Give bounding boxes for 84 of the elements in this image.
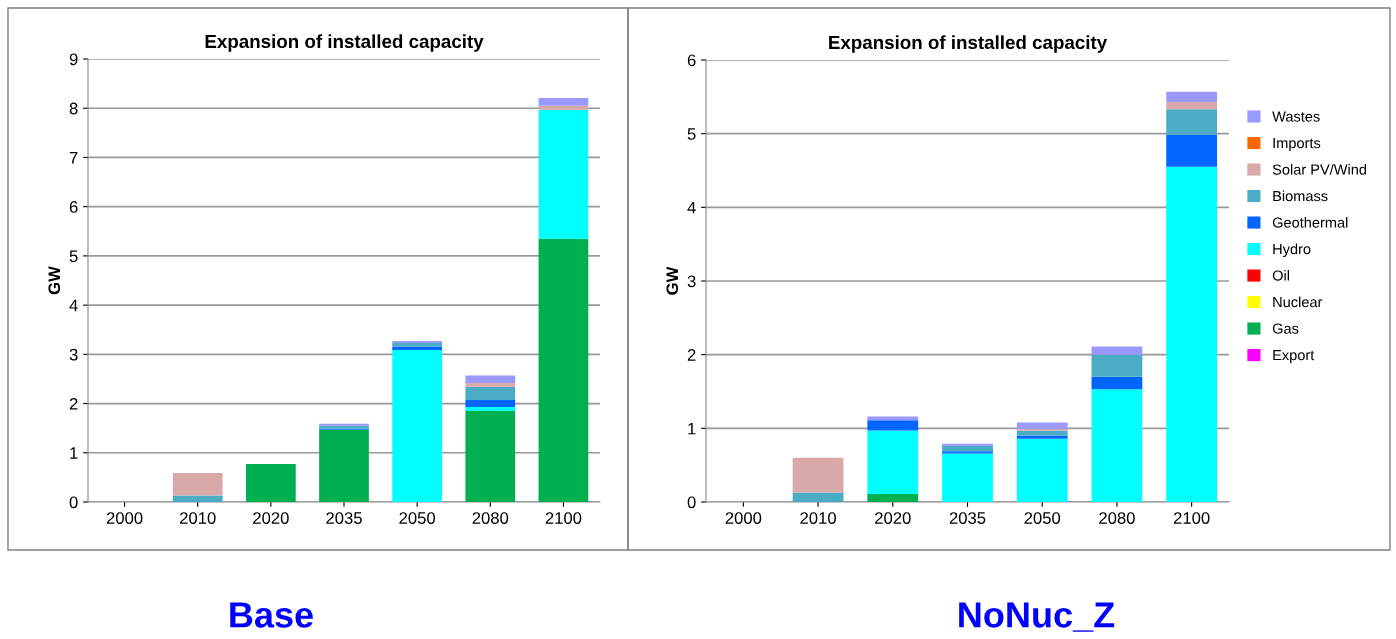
bar — [465, 410, 516, 502]
bar — [538, 97, 589, 106]
y-axis-title: GW — [48, 266, 61, 295]
bar — [1091, 376, 1143, 390]
y-tick-label: 6 — [69, 201, 78, 213]
legend-label: Biomass — [1273, 190, 1328, 202]
x-tick-label: 2035 — [326, 512, 362, 524]
bar — [867, 430, 919, 494]
bar — [1016, 422, 1068, 430]
bar — [1091, 389, 1143, 502]
x-tick-label: 2100 — [545, 512, 582, 524]
legend-label: Wastes — [1272, 111, 1320, 122]
y-tick-label: 0 — [687, 496, 696, 509]
text: NoNuc_Z — [959, 602, 1115, 632]
legend-label: Solar PV/Wind — [1272, 164, 1367, 175]
legend-label: Oil — [1272, 270, 1289, 281]
x-tick-label: 2100 — [1173, 512, 1210, 524]
y-tick-label: 1 — [688, 422, 696, 435]
x-tick-label: 2020 — [253, 512, 289, 524]
x-tick-label: 2080 — [472, 512, 509, 524]
y-tick-label: 3 — [69, 348, 78, 361]
bar — [1166, 91, 1218, 102]
legend-label: Hydro — [1273, 243, 1311, 258]
bar — [1016, 430, 1068, 436]
y-axis-title: GW — [666, 266, 679, 295]
chart-title: Expansion of installed capacity — [205, 34, 484, 52]
bar — [942, 443, 993, 447]
y-tick-label: 5 — [69, 250, 78, 263]
legend-label: Export — [1273, 350, 1315, 364]
legend-label: Geothermal — [1272, 217, 1348, 228]
bar — [1016, 438, 1068, 502]
bar — [465, 386, 516, 401]
bar — [1166, 134, 1218, 167]
bar — [172, 472, 223, 496]
bar — [1091, 346, 1143, 355]
bar — [1166, 166, 1218, 502]
y-tick-label: 1 — [70, 447, 78, 459]
bar — [245, 464, 296, 502]
bar — [1091, 354, 1143, 377]
y-tick-label: 6 — [687, 54, 696, 67]
x-tick-label: 2020 — [875, 512, 911, 524]
x-tick-label: 2010 — [180, 512, 216, 524]
x-tick-label: 2080 — [1099, 512, 1135, 524]
y-tick-label: 2 — [687, 349, 696, 361]
bar — [319, 429, 369, 502]
y-tick-label: 8 — [69, 102, 78, 115]
chart-title: Expansion of installed capacity — [829, 35, 1108, 53]
bar — [867, 420, 919, 431]
bar — [465, 382, 516, 387]
x-tick-label: 2000 — [725, 512, 762, 524]
bar — [465, 375, 516, 383]
x-tick-label: 2010 — [800, 512, 836, 524]
bar — [538, 109, 589, 239]
legend-label: Imports — [1273, 138, 1321, 152]
bar — [172, 495, 223, 502]
y-tick-label: 5 — [687, 128, 696, 140]
text: Base — [230, 602, 313, 628]
x-tick-label: 2050 — [399, 512, 436, 524]
legend-label: Gas — [1272, 323, 1299, 334]
bar — [465, 407, 516, 411]
y-tick-label: 2 — [69, 397, 78, 410]
y-tick-label: 7 — [69, 152, 78, 164]
bar — [1016, 435, 1068, 439]
bar — [942, 453, 993, 502]
bar — [392, 349, 443, 502]
x-tick-label: 2000 — [106, 512, 143, 524]
bar — [1166, 109, 1218, 135]
x-tick-label: 2050 — [1024, 512, 1061, 524]
y-tick-label: 4 — [687, 201, 696, 214]
y-tick-label: 9 — [69, 53, 78, 66]
y-tick-label: 4 — [69, 299, 78, 312]
bar — [792, 492, 844, 502]
bar — [538, 238, 589, 502]
bar — [1166, 101, 1218, 110]
bar — [465, 400, 516, 407]
x-tick-label: 2035 — [949, 512, 986, 524]
bar — [942, 451, 993, 454]
bar — [538, 105, 589, 110]
bar — [792, 457, 844, 493]
y-tick-label: 0 — [69, 496, 78, 509]
bar — [867, 493, 919, 502]
bar — [942, 446, 993, 452]
y-tick-label: 3 — [687, 275, 696, 288]
legend-label: Nuclear — [1273, 296, 1323, 308]
